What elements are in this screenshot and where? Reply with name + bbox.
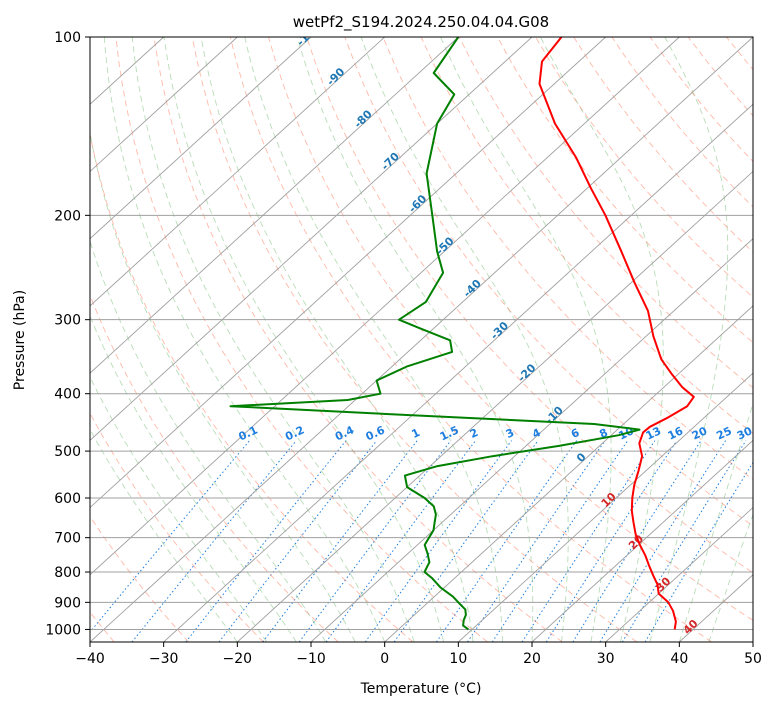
x-axis-label: Temperature (°C) bbox=[360, 681, 482, 697]
x-tick-label: 30 bbox=[597, 651, 615, 667]
y-axis-label: Pressure (hPa) bbox=[12, 290, 28, 390]
y-tick-label: 700 bbox=[54, 531, 81, 547]
x-tick-label: −30 bbox=[149, 651, 179, 667]
y-tick-label: 100 bbox=[54, 30, 81, 46]
chart-title: wetPf2_S194.2024.250.04.04.G08 bbox=[293, 13, 549, 32]
x-tick-label: 40 bbox=[670, 651, 688, 667]
x-tick-label: 20 bbox=[523, 651, 541, 667]
y-tick-label: 200 bbox=[54, 208, 81, 224]
y-tick-label: 300 bbox=[54, 313, 81, 329]
x-tick-label: −40 bbox=[75, 651, 105, 667]
x-tick-label: 50 bbox=[744, 651, 762, 667]
y-tick-label: 900 bbox=[54, 595, 81, 611]
y-tick-label: 500 bbox=[54, 444, 81, 460]
x-tick-label: −20 bbox=[223, 651, 253, 667]
y-tick-label: 800 bbox=[54, 565, 81, 581]
y-tick-label: 600 bbox=[54, 491, 81, 507]
x-tick-label: −10 bbox=[296, 651, 326, 667]
x-tick-label: 0 bbox=[380, 651, 389, 667]
x-tick-label: 10 bbox=[449, 651, 467, 667]
y-tick-label: 1000 bbox=[45, 622, 81, 638]
y-tick-label: 400 bbox=[54, 387, 81, 403]
